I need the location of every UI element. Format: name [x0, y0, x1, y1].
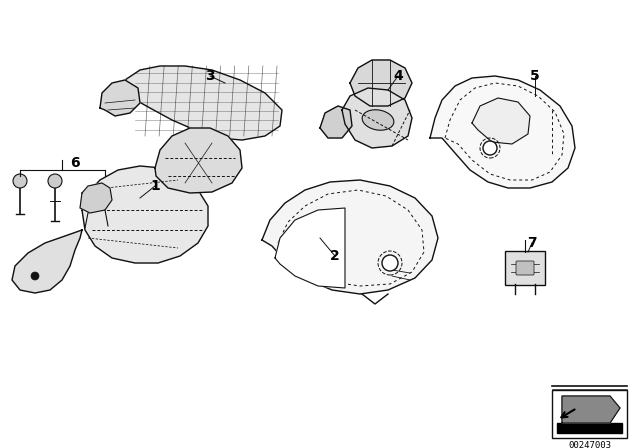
Text: 7: 7	[527, 236, 537, 250]
Polygon shape	[472, 98, 530, 144]
Text: 3: 3	[205, 69, 215, 83]
Ellipse shape	[48, 174, 62, 188]
Ellipse shape	[31, 272, 39, 280]
Polygon shape	[350, 60, 412, 106]
Polygon shape	[562, 396, 620, 423]
Polygon shape	[275, 208, 345, 288]
Text: 6: 6	[70, 156, 80, 170]
Polygon shape	[82, 166, 208, 263]
Polygon shape	[430, 76, 575, 188]
Polygon shape	[12, 230, 82, 293]
Bar	[552, 390, 627, 438]
Text: 00247003: 00247003	[568, 441, 611, 448]
FancyBboxPatch shape	[516, 261, 534, 275]
Polygon shape	[320, 106, 352, 138]
Ellipse shape	[362, 110, 394, 130]
Text: 1: 1	[150, 179, 160, 193]
Text: 5: 5	[530, 69, 540, 83]
Ellipse shape	[382, 255, 398, 271]
Polygon shape	[100, 80, 140, 116]
Ellipse shape	[13, 174, 27, 188]
Polygon shape	[342, 88, 412, 148]
Text: 2: 2	[330, 249, 340, 263]
Bar	[557, 423, 622, 433]
Polygon shape	[118, 66, 282, 140]
Text: 4: 4	[393, 69, 403, 83]
Polygon shape	[155, 128, 242, 193]
Polygon shape	[80, 183, 112, 213]
Ellipse shape	[483, 141, 497, 155]
Polygon shape	[262, 180, 438, 294]
FancyBboxPatch shape	[505, 251, 545, 285]
